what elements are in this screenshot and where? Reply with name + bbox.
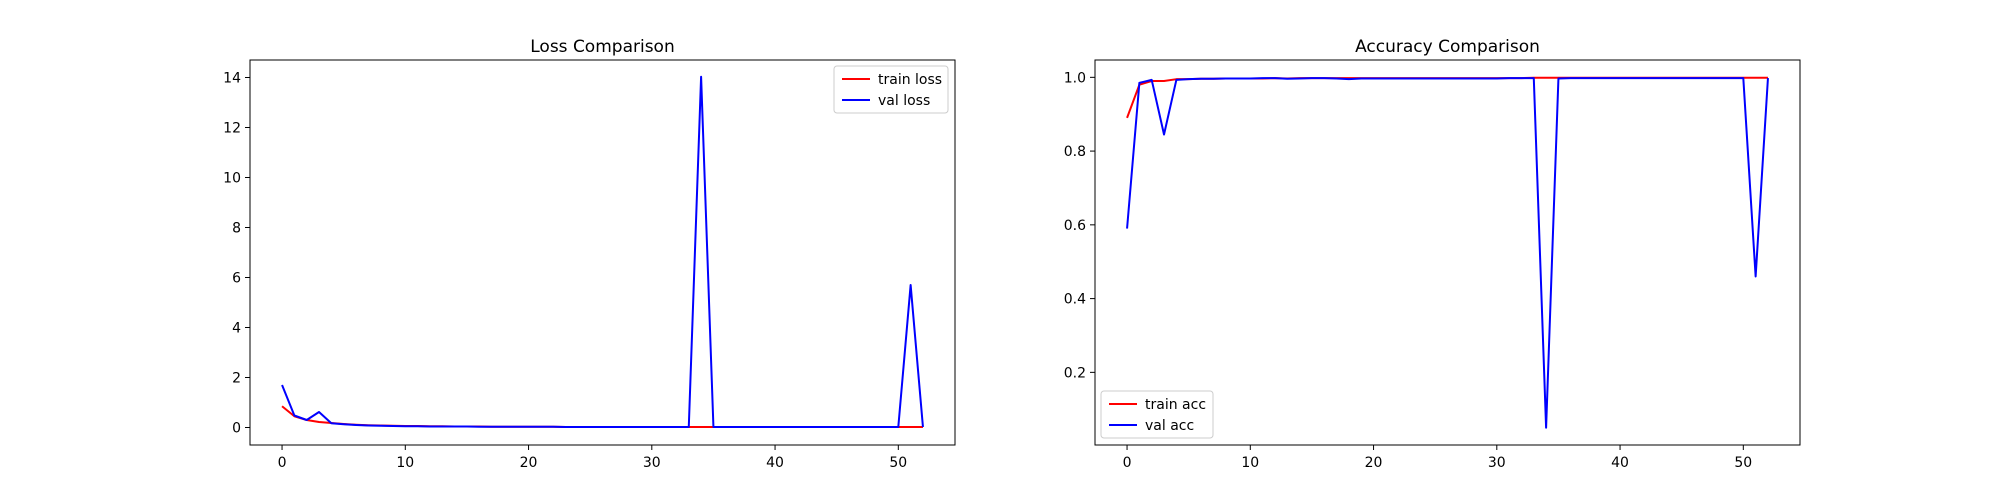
val-loss-line bbox=[281, 75, 924, 428]
loss-comparison-x-tick-label: 50 bbox=[889, 455, 907, 471]
loss-comparison-x-tick-label: 20 bbox=[520, 455, 538, 471]
loss-legend-box bbox=[833, 65, 949, 114]
train-acc-legend-label: train acc bbox=[1145, 397, 1206, 413]
loss-comparison-y-tick-label: 2 bbox=[232, 371, 241, 387]
accuracy-legend-box bbox=[1100, 390, 1214, 439]
loss-chart-lines bbox=[281, 75, 924, 428]
accuracy-comparison-x-tick-label: 20 bbox=[1365, 455, 1383, 471]
accuracy-comparison-y-tick-label: 1.0 bbox=[1064, 70, 1086, 86]
loss-comparison-y-tick-label: 0 bbox=[232, 421, 241, 437]
train-loss-legend-label: train loss bbox=[878, 72, 942, 88]
accuracy-chart-lines bbox=[1126, 76, 1769, 429]
accuracy-chart-title: Accuracy Comparison bbox=[1355, 37, 1540, 57]
accuracy-comparison-x-tick-label: 30 bbox=[1488, 455, 1506, 471]
loss-comparison-x-tick-label: 0 bbox=[278, 455, 287, 471]
loss-comparison-y-tick-label: 4 bbox=[232, 321, 241, 337]
loss-comparison-y-tick-label: 8 bbox=[232, 221, 241, 237]
accuracy-comparison-x-tick-label: 50 bbox=[1734, 455, 1752, 471]
accuracy-comparison-panel: Accuracy Comparison 0 10 20 30 40 50 0.2 0.4 0.6… bbox=[1064, 37, 1801, 471]
val-loss-legend-label: val loss bbox=[878, 93, 930, 109]
accuracy-chart-legend: train acc val acc bbox=[1100, 390, 1214, 439]
accuracy-chart-axes-frame bbox=[1094, 59, 1801, 446]
accuracy-comparison-x-tick-label: 40 bbox=[1611, 455, 1629, 471]
loss-comparison-x-tick-label: 40 bbox=[766, 455, 784, 471]
loss-comparison-y-tick-label: 12 bbox=[223, 121, 241, 137]
loss-comparison-panel: Loss Comparison 0 10 20 30 40 50 0 2 4 6 8 10 12 14 t… bbox=[223, 37, 956, 472]
accuracy-comparison-x-tick-label: 0 bbox=[1123, 455, 1132, 471]
loss-chart-ticks: 0 10 20 30 40 50 0 2 4 6 8 10 12 14 bbox=[223, 71, 907, 472]
accuracy-comparison-y-tick-label: 0.2 bbox=[1064, 365, 1086, 381]
accuracy-chart-ticks: 0 10 20 30 40 50 0.2 0.4 0.6 0.8 1.0 bbox=[1064, 70, 1752, 471]
loss-chart-title: Loss Comparison bbox=[530, 37, 674, 57]
loss-comparison-y-tick-label: 6 bbox=[232, 271, 241, 287]
loss-chart-legend: train loss val loss bbox=[833, 65, 949, 114]
loss-comparison-y-tick-label: 14 bbox=[223, 71, 241, 87]
loss-comparison-y-tick-label: 10 bbox=[223, 171, 241, 187]
loss-chart-axes-frame bbox=[249, 59, 956, 446]
loss-comparison-x-tick-label: 10 bbox=[396, 455, 414, 471]
val-acc-legend-label: val acc bbox=[1145, 418, 1194, 434]
loss-comparison-x-tick-label: 30 bbox=[643, 455, 661, 471]
accuracy-comparison-y-tick-label: 0.6 bbox=[1064, 218, 1086, 234]
val-acc-line bbox=[1126, 77, 1769, 429]
accuracy-comparison-y-tick-label: 0.4 bbox=[1064, 292, 1086, 308]
accuracy-comparison-x-tick-label: 10 bbox=[1241, 455, 1259, 471]
accuracy-comparison-y-tick-label: 0.8 bbox=[1064, 144, 1086, 160]
